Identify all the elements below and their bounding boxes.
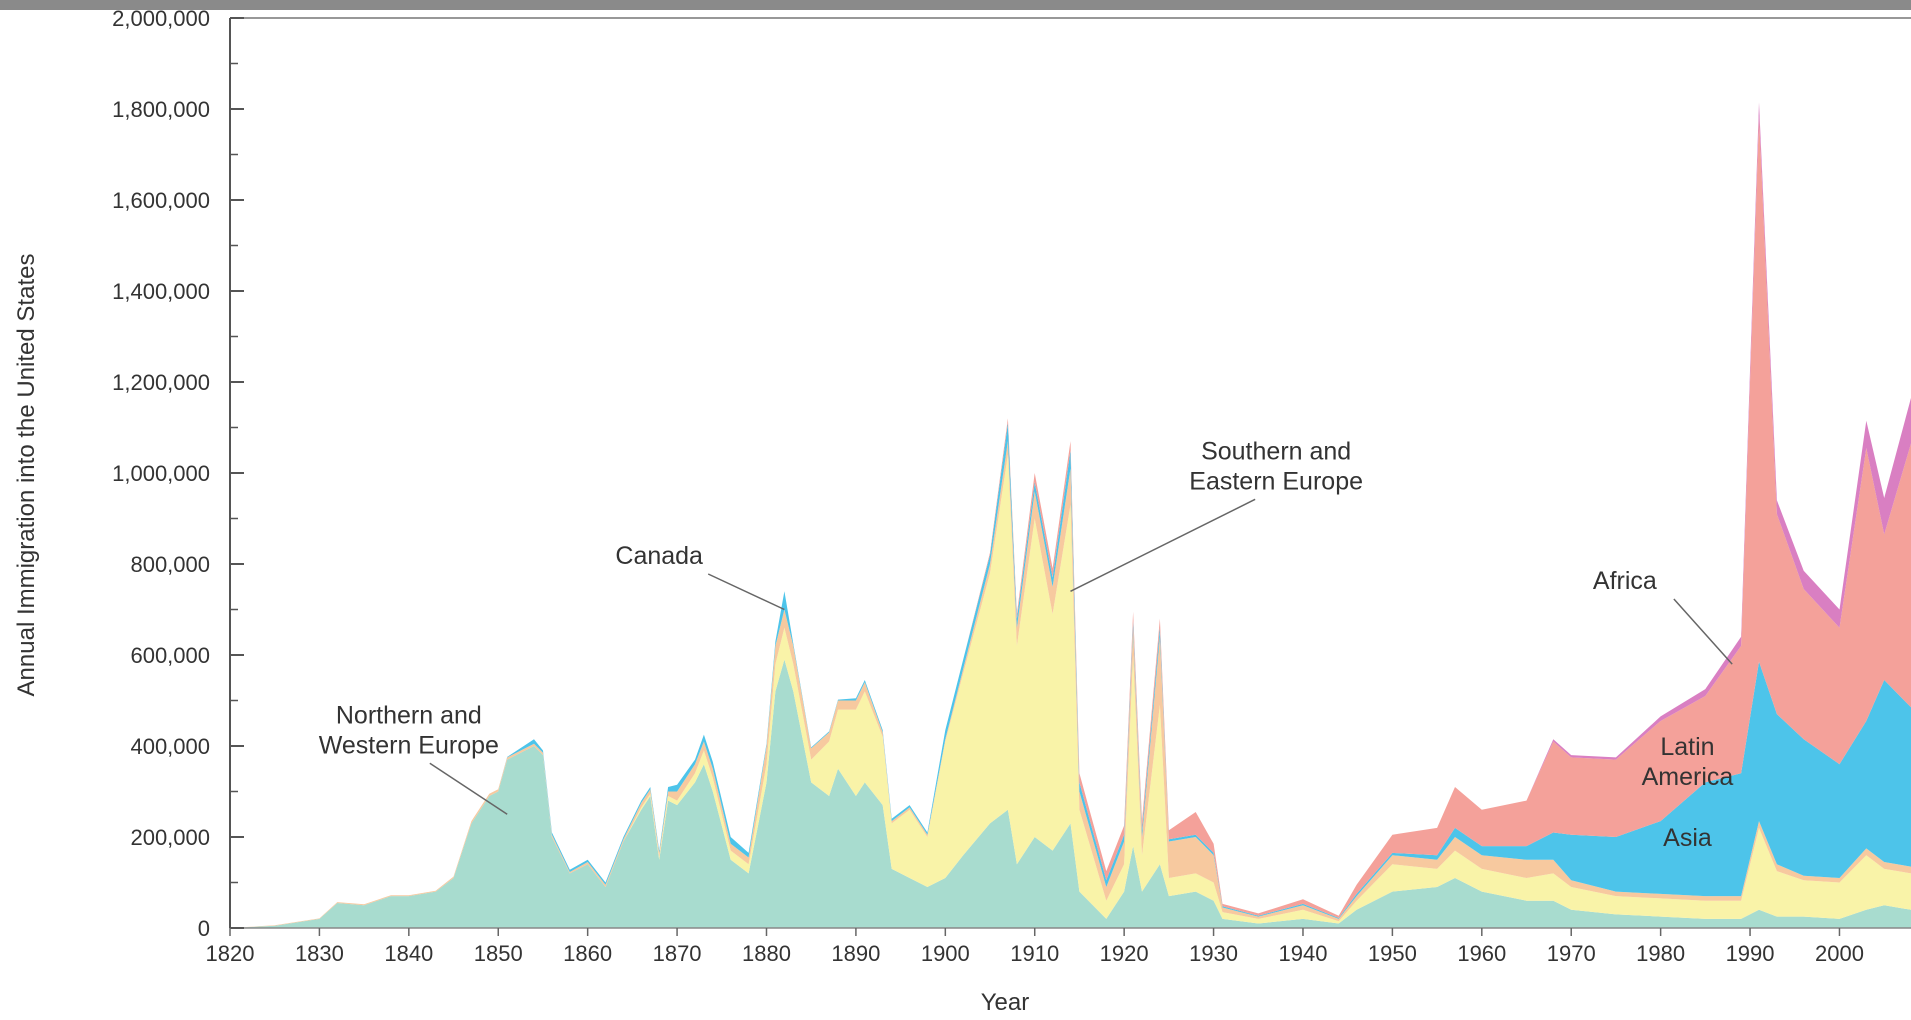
y-tick-label: 1,600,000: [112, 188, 210, 213]
x-tick-label: 1930: [1189, 941, 1238, 966]
annotation-text: Africa: [1593, 567, 1657, 595]
axes-group: 0 200,000 400,000 600,000 800,000 1,000,000 1,…: [112, 6, 1911, 966]
area-northern-and-western-europe: [230, 659, 1911, 928]
annotation-leader-line: [429, 762, 508, 815]
x-tick-label: 1920: [1100, 941, 1149, 966]
x-tick-label: 1940: [1279, 941, 1328, 966]
y-tick-label: 600,000: [130, 643, 210, 668]
x-tick-label: 1820: [206, 941, 255, 966]
x-tick-label: 1870: [653, 941, 702, 966]
annotation-leader-line: [707, 573, 785, 611]
top-border: [0, 0, 1911, 10]
x-tick-label: 1960: [1457, 941, 1506, 966]
annotation-text: Asia: [1663, 824, 1712, 852]
x-axis-label: Year: [981, 989, 1030, 1015]
annotation-africa: Africa: [1593, 567, 1733, 665]
x-tick-label: 1840: [384, 941, 433, 966]
y-tick-label: 1,000,000: [112, 461, 210, 486]
x-tick-label: 1860: [563, 941, 612, 966]
y-tick-label: 400,000: [130, 734, 210, 759]
y-tick-label: 2,000,000: [112, 6, 210, 31]
x-tick-label: 1990: [1726, 941, 1775, 966]
y-tick-label: 1,800,000: [112, 97, 210, 122]
x-tick-label: 1890: [831, 941, 880, 966]
y-axis-label: Annual Immigration into the United State…: [13, 254, 40, 697]
annotation-leader-line: [1673, 598, 1733, 665]
annotation-text: Canada: [615, 542, 703, 570]
x-tick-label: 1850: [474, 941, 523, 966]
x-tick-label: 1900: [921, 941, 970, 966]
area-southern-and-eastern-europe: [230, 454, 1911, 928]
annotation-text: Eastern Europe: [1189, 467, 1363, 495]
x-tick-label: 1950: [1368, 941, 1417, 966]
annotation-canada: Canada: [615, 542, 785, 611]
x-tick-label: 1910: [1010, 941, 1059, 966]
x-tick-label: 1970: [1547, 941, 1596, 966]
x-tick-label: 2000: [1815, 941, 1864, 966]
annotation-text: Latin: [1660, 733, 1714, 761]
annotation-text: America: [1642, 763, 1734, 791]
annotation-asia: Asia: [1663, 824, 1712, 852]
annotation-leader-line: [1070, 498, 1256, 592]
y-tick-label: 1,200,000: [112, 370, 210, 395]
area-series-group: [230, 102, 1911, 929]
y-tick-label: 0: [198, 916, 210, 941]
area-asia: [230, 422, 1911, 928]
x-tick-label: 1880: [742, 941, 791, 966]
x-tick-label: 1980: [1636, 941, 1685, 966]
annotation-text: Western Europe: [319, 731, 499, 759]
y-tick-label: 200,000: [130, 825, 210, 850]
annotation-text: Southern and: [1201, 437, 1351, 465]
y-tick-label: 1,400,000: [112, 279, 210, 304]
x-tick-label: 1830: [295, 941, 344, 966]
annotation-text: Northern and: [336, 701, 482, 729]
y-tick-label: 800,000: [130, 552, 210, 577]
